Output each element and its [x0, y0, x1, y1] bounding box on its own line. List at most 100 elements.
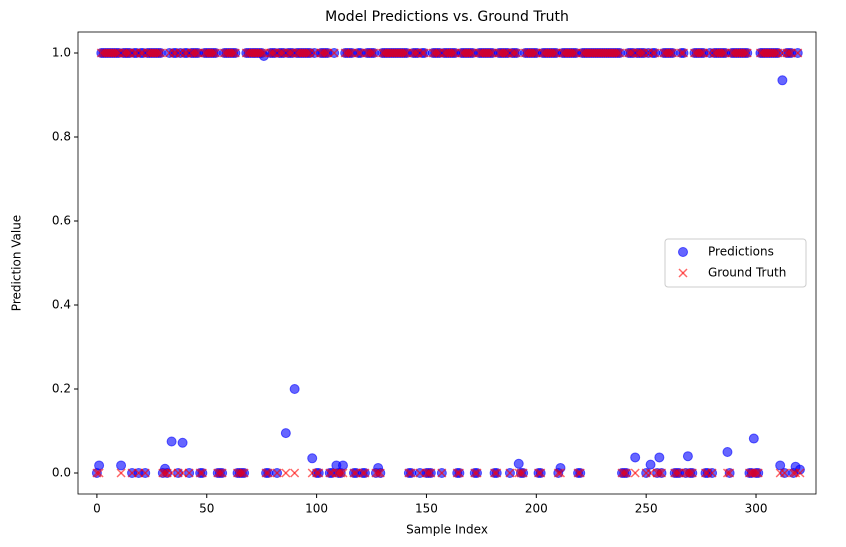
- x-marker: [753, 468, 763, 478]
- x-marker: [239, 468, 249, 478]
- x-marker: [323, 48, 333, 58]
- x-stroke: [415, 468, 425, 478]
- x-stroke: [211, 48, 221, 58]
- x-stroke: [549, 48, 559, 58]
- x-marker: [281, 468, 291, 478]
- x-marker: [613, 48, 623, 58]
- x-stroke: [116, 468, 126, 478]
- x-stroke: [410, 48, 421, 58]
- x-marker: [621, 468, 631, 478]
- x-stroke: [487, 48, 497, 58]
- x-marker: [531, 48, 541, 58]
- x-marker: [303, 48, 313, 58]
- x-stroke: [237, 468, 247, 478]
- chart-title: Model Predictions vs. Ground Truth: [325, 9, 569, 25]
- x-marker: [516, 468, 526, 478]
- x-stroke: [215, 468, 225, 478]
- x-axis-label: Sample Index: [406, 523, 488, 537]
- x-stroke: [725, 468, 735, 478]
- x-marker: [211, 48, 221, 58]
- x-stroke: [795, 468, 805, 478]
- x-marker: [351, 468, 361, 478]
- x-stroke: [492, 468, 502, 478]
- x-stroke: [465, 48, 475, 58]
- x-stroke: [399, 48, 410, 58]
- x-marker: [553, 468, 563, 478]
- x-marker: [676, 48, 686, 58]
- y-axis-label: Prediction Value: [10, 215, 24, 311]
- x-marker: [136, 48, 146, 58]
- x-stroke: [648, 48, 658, 58]
- x-marker: [487, 48, 497, 58]
- x-stroke: [360, 468, 370, 478]
- x-stroke: [553, 468, 563, 478]
- x-marker: [509, 48, 519, 58]
- x-marker: [437, 468, 447, 478]
- y-tick-label: 1.0: [52, 46, 71, 60]
- x-stroke: [687, 468, 697, 478]
- x-stroke: [448, 48, 458, 58]
- x-marker: [426, 468, 436, 478]
- x-stroke: [167, 468, 177, 478]
- x-marker: [725, 468, 735, 478]
- legend-label: Ground Truth: [708, 266, 786, 280]
- x-stroke: [485, 48, 495, 58]
- x-marker: [268, 48, 278, 58]
- x-marker: [94, 468, 104, 478]
- point: [94, 460, 105, 471]
- x-marker: [156, 48, 166, 58]
- x-stroke: [263, 468, 273, 478]
- x-marker: [571, 48, 581, 58]
- x-stroke: [698, 48, 708, 58]
- x-stroke: [140, 468, 150, 478]
- x-marker: [619, 468, 629, 478]
- x-marker: [490, 468, 500, 478]
- x-marker: [276, 48, 286, 58]
- x-stroke: [358, 468, 368, 478]
- x-marker: [191, 48, 201, 58]
- x-marker: [492, 468, 502, 478]
- x-stroke: [373, 468, 383, 478]
- x-stroke: [123, 48, 133, 58]
- x-marker: [263, 468, 273, 478]
- x-stroke: [509, 48, 519, 58]
- x-stroke: [129, 48, 139, 58]
- x-stroke: [193, 48, 203, 58]
- x-stroke: [309, 48, 319, 58]
- x-marker: [360, 468, 370, 478]
- x-stroke: [685, 468, 695, 478]
- x-marker: [366, 48, 377, 58]
- x-marker: [672, 468, 682, 478]
- x-stroke: [153, 48, 163, 58]
- point: [116, 460, 127, 471]
- x-stroke: [630, 468, 640, 478]
- x-stroke: [531, 48, 541, 58]
- x-stroke: [404, 468, 414, 478]
- x-marker: [314, 468, 324, 478]
- y-tick-label: 0.0: [52, 466, 71, 480]
- x-stroke: [349, 468, 359, 478]
- x-stroke: [676, 48, 686, 58]
- x-marker: [720, 48, 730, 58]
- x-marker: [160, 468, 170, 478]
- x-stroke: [742, 48, 752, 58]
- x-marker: [320, 48, 330, 58]
- x-marker: [448, 48, 458, 58]
- x-marker: [718, 48, 728, 58]
- x-marker: [452, 468, 462, 478]
- x-stroke: [786, 48, 796, 58]
- legend-marker: [678, 247, 688, 257]
- x-stroke: [92, 468, 102, 478]
- x-stroke: [470, 468, 480, 478]
- x-stroke: [180, 48, 190, 58]
- point: [289, 384, 300, 394]
- x-stroke: [366, 48, 377, 58]
- x-marker: [415, 468, 425, 478]
- x-marker: [549, 48, 559, 58]
- x-stroke: [303, 48, 313, 58]
- x-stroke: [650, 48, 660, 58]
- x-marker: [127, 468, 137, 478]
- x-marker: [722, 468, 732, 478]
- x-marker: [230, 48, 240, 58]
